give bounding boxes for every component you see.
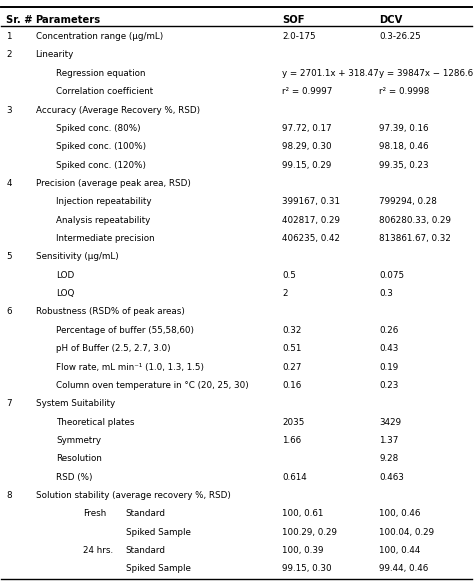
Text: Spiked conc. (100%): Spiked conc. (100%) [56, 142, 146, 151]
Text: 5: 5 [6, 252, 12, 262]
Text: Fresh: Fresh [83, 509, 106, 519]
Text: Flow rate, mL min⁻¹ (1.0, 1.3, 1.5): Flow rate, mL min⁻¹ (1.0, 1.3, 1.5) [56, 363, 204, 371]
Text: 1.66: 1.66 [282, 436, 301, 445]
Text: Parameters: Parameters [36, 15, 100, 25]
Text: 3: 3 [6, 106, 12, 114]
Text: 100, 0.39: 100, 0.39 [282, 546, 324, 555]
Text: Robustness (RSD% of peak areas): Robustness (RSD% of peak areas) [36, 308, 184, 317]
Text: 6: 6 [6, 308, 12, 317]
Text: 406235, 0.42: 406235, 0.42 [282, 234, 340, 243]
Text: 100.29, 0.29: 100.29, 0.29 [282, 528, 337, 537]
Text: 9.28: 9.28 [379, 454, 399, 463]
Text: y = 2701.1x + 318.47: y = 2701.1x + 318.47 [282, 69, 379, 78]
Text: Injection repeatability: Injection repeatability [56, 197, 151, 206]
Text: Spiked conc. (80%): Spiked conc. (80%) [56, 124, 141, 133]
Text: Column oven temperature in °C (20, 25, 30): Column oven temperature in °C (20, 25, 3… [56, 381, 249, 390]
Text: 402817, 0.29: 402817, 0.29 [282, 215, 340, 225]
Text: 0.5: 0.5 [282, 271, 296, 280]
Text: r² = 0.9998: r² = 0.9998 [379, 87, 429, 96]
Text: Accuracy (Average Recovery %, RSD): Accuracy (Average Recovery %, RSD) [36, 106, 200, 114]
Text: Spiked conc. (120%): Spiked conc. (120%) [56, 161, 146, 169]
Text: 0.16: 0.16 [282, 381, 301, 390]
Text: 99.15, 0.30: 99.15, 0.30 [282, 565, 332, 573]
Text: 0.075: 0.075 [379, 271, 404, 280]
Text: 100.04, 0.29: 100.04, 0.29 [379, 528, 434, 537]
Text: 0.19: 0.19 [379, 363, 399, 371]
Text: 0.463: 0.463 [379, 472, 404, 482]
Text: 2: 2 [282, 289, 288, 298]
Text: 1.37: 1.37 [379, 436, 399, 445]
Text: pH of Buffer (2.5, 2.7, 3.0): pH of Buffer (2.5, 2.7, 3.0) [56, 344, 171, 353]
Text: Precision (average peak area, RSD): Precision (average peak area, RSD) [36, 179, 191, 188]
Text: 97.39, 0.16: 97.39, 0.16 [379, 124, 428, 133]
Text: Theoretical plates: Theoretical plates [56, 418, 135, 427]
Text: 2035: 2035 [282, 418, 304, 427]
Text: Symmetry: Symmetry [56, 436, 101, 445]
Text: Spiked Sample: Spiked Sample [126, 528, 191, 537]
Text: 7: 7 [6, 399, 12, 408]
Text: 100, 0.46: 100, 0.46 [379, 509, 420, 519]
Text: 0.614: 0.614 [282, 472, 307, 482]
Text: 100, 0.44: 100, 0.44 [379, 546, 420, 555]
Text: 4: 4 [6, 179, 12, 188]
Text: Linearity: Linearity [36, 50, 74, 60]
Text: 3429: 3429 [379, 418, 401, 427]
Text: y = 39847x − 1286.6: y = 39847x − 1286.6 [379, 69, 474, 78]
Text: LOQ: LOQ [56, 289, 74, 298]
Text: 98.18, 0.46: 98.18, 0.46 [379, 142, 428, 151]
Text: Correlation coefficient: Correlation coefficient [56, 87, 153, 96]
Text: 799294, 0.28: 799294, 0.28 [379, 197, 437, 206]
Text: System Suitability: System Suitability [36, 399, 115, 408]
Text: 806280.33, 0.29: 806280.33, 0.29 [379, 215, 451, 225]
Text: 98.29, 0.30: 98.29, 0.30 [282, 142, 332, 151]
Text: 0.43: 0.43 [379, 344, 399, 353]
Text: Spiked Sample: Spiked Sample [126, 565, 191, 573]
Text: 100, 0.61: 100, 0.61 [282, 509, 323, 519]
Text: RSD (%): RSD (%) [56, 472, 92, 482]
Text: 0.51: 0.51 [282, 344, 301, 353]
Text: Solution stability (average recovery %, RSD): Solution stability (average recovery %, … [36, 491, 230, 500]
Text: LOD: LOD [56, 271, 74, 280]
Text: Concentration range (μg/mL): Concentration range (μg/mL) [36, 32, 163, 41]
Text: 24 hrs.: 24 hrs. [83, 546, 113, 555]
Text: 99.15, 0.29: 99.15, 0.29 [282, 161, 331, 169]
Text: SOF: SOF [282, 15, 304, 25]
Text: r² = 0.9997: r² = 0.9997 [282, 87, 332, 96]
Text: 0.26: 0.26 [379, 326, 399, 335]
Text: Percentage of buffer (55,58,60): Percentage of buffer (55,58,60) [56, 326, 194, 335]
Text: 813861.67, 0.32: 813861.67, 0.32 [379, 234, 451, 243]
Text: 2.0-175: 2.0-175 [282, 32, 316, 41]
Text: 99.44, 0.46: 99.44, 0.46 [379, 565, 428, 573]
Text: Intermediate precision: Intermediate precision [56, 234, 155, 243]
Text: Analysis repeatability: Analysis repeatability [56, 215, 150, 225]
Text: DCV: DCV [379, 15, 402, 25]
Text: 0.27: 0.27 [282, 363, 301, 371]
Text: Standard: Standard [126, 509, 165, 519]
Text: 97.72, 0.17: 97.72, 0.17 [282, 124, 332, 133]
Text: 399167, 0.31: 399167, 0.31 [282, 197, 340, 206]
Text: Sensitivity (μg/mL): Sensitivity (μg/mL) [36, 252, 118, 262]
Text: 0.3: 0.3 [379, 289, 393, 298]
Text: 1: 1 [6, 32, 12, 41]
Text: 0.32: 0.32 [282, 326, 301, 335]
Text: Resolution: Resolution [56, 454, 102, 463]
Text: 99.35, 0.23: 99.35, 0.23 [379, 161, 429, 169]
Text: Regression equation: Regression equation [56, 69, 146, 78]
Text: Standard: Standard [126, 546, 165, 555]
Text: 0.3-26.25: 0.3-26.25 [379, 32, 421, 41]
Text: Sr. #: Sr. # [6, 15, 33, 25]
Text: 0.23: 0.23 [379, 381, 399, 390]
Text: 8: 8 [6, 491, 12, 500]
Text: 2: 2 [6, 50, 12, 60]
